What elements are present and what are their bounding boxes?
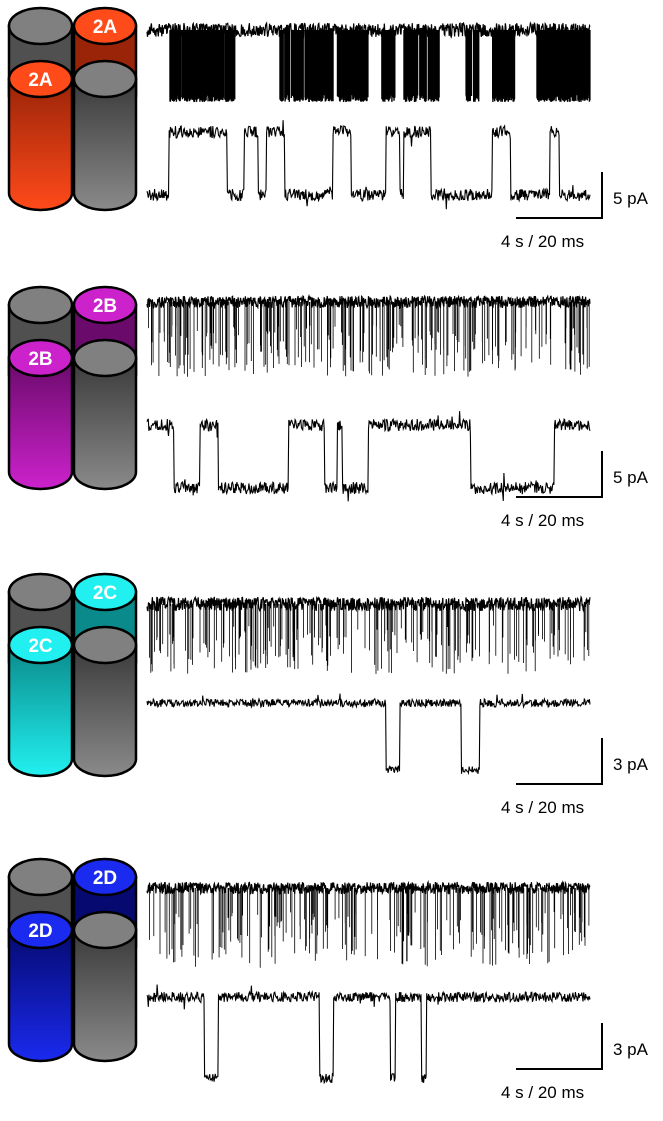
scale-amplitude-label: 3 pA	[613, 755, 649, 774]
scale-bar: 5 pA 4 s / 20 ms	[501, 172, 649, 251]
scale-bar: 3 pA 4 s / 20 ms	[501, 738, 649, 817]
grey-subunit-front	[72, 338, 138, 491]
subunit-label: 2C	[93, 583, 118, 604]
grey-subunit-front	[72, 59, 138, 212]
trace-expanded	[146, 120, 591, 210]
scale-time-label: 4 s / 20 ms	[501, 1083, 584, 1102]
scale-amplitude-label: 5 pA	[613, 189, 649, 208]
subunit-label: 2D	[28, 921, 52, 942]
scale-bar: 5 pA 4 s / 20 ms	[501, 451, 649, 530]
colored-subunit-front: 2C	[7, 625, 74, 778]
single-channel-trace-overview	[146, 21, 591, 102]
subunit-label: 2A	[93, 17, 118, 38]
trace-baseline	[146, 293, 591, 310]
grey-subunit-front	[72, 910, 138, 1063]
subunit-label: 2C	[28, 636, 53, 657]
subunit-label: 2A	[28, 70, 53, 91]
scale-time-label: 4 s / 20 ms	[501, 511, 584, 530]
scale-time-label: 4 s / 20 ms	[501, 798, 584, 817]
single-channel-trace-zoomed	[146, 411, 591, 502]
single-channel-trace-overview	[146, 879, 591, 968]
trace-openings	[149, 888, 590, 968]
trace-baseline	[146, 879, 591, 896]
panel-2a: 2A 2A 5 pA 4 s / 20 ms	[7, 6, 649, 251]
single-channel-trace-overview	[146, 595, 591, 674]
trace-expanded	[146, 411, 591, 502]
trace-openings	[169, 30, 591, 102]
colored-subunit-front: 2A	[7, 59, 74, 212]
scale-time-label: 4 s / 20 ms	[501, 232, 584, 251]
subunit-label: 2B	[28, 349, 52, 370]
trace-expanded	[146, 693, 591, 776]
trace-openings	[149, 604, 590, 674]
subunit-label: 2D	[93, 868, 117, 889]
grey-subunit-front	[72, 625, 138, 778]
scale-amplitude-label: 3 pA	[613, 1040, 649, 1059]
single-channel-trace-zoomed	[146, 120, 591, 210]
single-channel-trace-overview	[146, 293, 591, 377]
single-channel-trace-zoomed	[146, 984, 591, 1085]
scale-bar: 3 pA 4 s / 20 ms	[501, 1023, 649, 1102]
scale-amplitude-label: 5 pA	[613, 468, 649, 487]
colored-subunit-front: 2B	[7, 338, 74, 491]
colored-subunit-front: 2D	[7, 910, 74, 1063]
trace-openings	[148, 302, 590, 377]
panel-2b: 2B 2B 5 pA 4 s / 20 ms	[7, 285, 649, 530]
single-channel-trace-zoomed	[146, 693, 591, 776]
trace-expanded	[146, 984, 591, 1085]
subunit-label: 2B	[93, 296, 117, 317]
panel-2c: 2C 2C 3 pA 4 s / 20 ms	[7, 572, 649, 817]
panel-2d: 2D 2D 3 pA 4 s / 20 ms	[7, 857, 649, 1102]
